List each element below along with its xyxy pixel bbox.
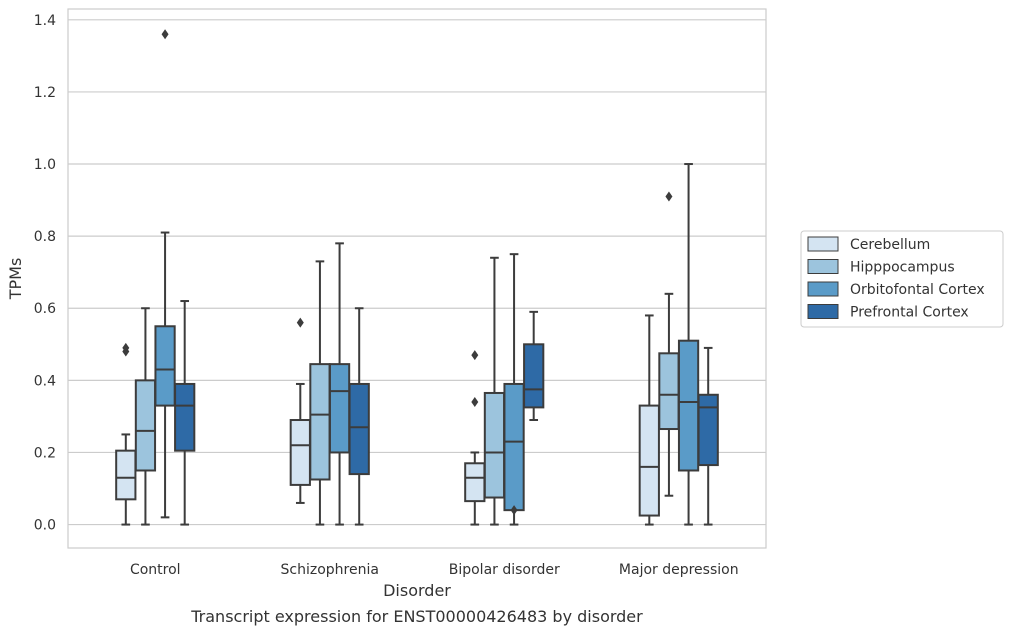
box	[154, 29, 176, 519]
grid-layer	[68, 19, 766, 526]
box-body	[289, 419, 311, 486]
box	[638, 314, 660, 526]
box	[328, 242, 351, 526]
outlier-point	[471, 396, 479, 407]
x-axis-label: Disorder	[383, 581, 451, 600]
outlier-point	[122, 342, 130, 353]
box	[289, 317, 311, 504]
legend-label: Orbitofontal Cortex	[850, 282, 985, 298]
legend-swatch	[807, 236, 839, 252]
box-body	[658, 352, 680, 431]
box	[348, 307, 370, 526]
legend-swatch	[807, 259, 839, 274]
box-body	[503, 382, 525, 512]
box-body	[348, 382, 370, 476]
box	[309, 260, 331, 526]
box-body	[328, 363, 351, 454]
outlier-point	[296, 317, 304, 328]
x-tick-label: Control	[130, 562, 181, 578]
legend: Cerebellum Hipppocampus Orbitofontal Corte…	[800, 230, 1004, 328]
box-body	[638, 404, 660, 517]
box	[464, 350, 486, 526]
y-tick-label: 0.6	[34, 301, 56, 317]
box-body	[174, 382, 196, 452]
x-axis-ticks: Control Schizophrenia Bipolar disorder Majo…	[130, 562, 739, 578]
box-body	[134, 379, 157, 472]
box-layer	[115, 29, 719, 526]
box	[174, 300, 196, 526]
box	[503, 253, 525, 526]
y-tick-label: 1.4	[34, 13, 56, 29]
legend-label: Prefrontal Cortex	[850, 305, 969, 321]
box	[115, 342, 137, 526]
legend-label: Hipppocampus	[850, 260, 955, 276]
y-tick-label: 0.2	[34, 445, 56, 461]
y-tick-label: 1.0	[34, 157, 56, 173]
y-tick-label: 1.2	[34, 85, 56, 101]
box	[658, 191, 680, 497]
box-body	[154, 325, 176, 407]
box	[134, 307, 157, 526]
outlier-point	[471, 350, 479, 361]
y-tick-label: 0.4	[34, 373, 56, 389]
plot-frame	[67, 8, 767, 549]
box	[523, 310, 545, 422]
box-body	[677, 339, 700, 472]
x-tick-label: Major depression	[619, 562, 739, 578]
box	[483, 256, 506, 526]
box-body	[483, 391, 506, 499]
legend-frame	[800, 230, 1004, 328]
legend-swatch	[807, 304, 839, 319]
chart-caption: Transcript expression for ENST0000042648…	[190, 607, 643, 626]
outlier-point	[510, 505, 518, 516]
box-body	[697, 393, 719, 467]
outlier-point	[665, 191, 673, 202]
box	[697, 346, 719, 526]
box-body	[464, 462, 486, 503]
y-axis-ticks: 0.0 0.2 0.4 0.6 0.8 1.0 1.2 1.4	[34, 13, 56, 534]
box	[677, 163, 700, 526]
y-axis-label: TPMs	[6, 258, 25, 301]
legend-label: Cerebellum	[850, 237, 930, 253]
x-tick-label: Bipolar disorder	[449, 562, 560, 578]
outlier-point	[161, 29, 169, 40]
box-body	[309, 363, 331, 481]
legend-swatch	[807, 281, 839, 297]
box-body	[115, 449, 137, 501]
x-tick-label: Schizophrenia	[281, 562, 379, 578]
box-body	[523, 343, 545, 409]
y-tick-label: 0.0	[34, 518, 56, 534]
y-tick-label: 0.8	[34, 229, 56, 245]
